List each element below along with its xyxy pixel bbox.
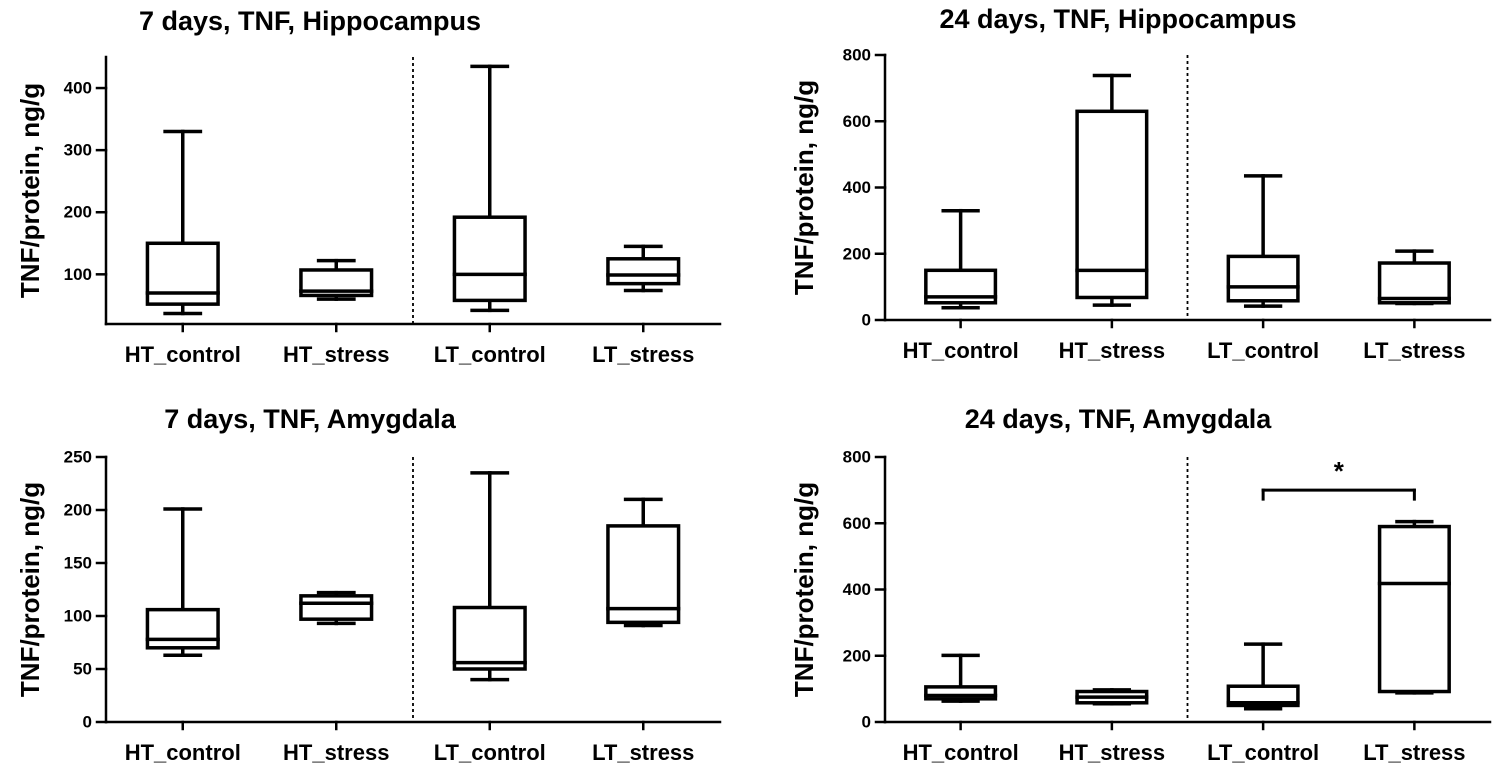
box-iqr <box>299 594 374 621</box>
chart-title: 24 days, TNF, Amygdala <box>965 404 1273 434</box>
y-axis-label: TNF/protein, ng/g <box>789 80 819 295</box>
box-LT_stress <box>606 497 681 628</box>
x-tick-label: LT_control <box>1207 740 1319 765</box>
x-tick-label: HT_stress <box>1059 338 1165 363</box>
box-iqr <box>1377 261 1451 305</box>
box-iqr <box>606 524 681 625</box>
y-tick-label: 300 <box>64 141 92 160</box>
chart-title: 24 days, TNF, Hippocampus <box>939 4 1296 34</box>
x-tick-label: LT_stress <box>592 740 694 765</box>
x-tick-label: HT_control <box>125 342 241 367</box>
box-HT_control <box>145 507 220 657</box>
chart-title: 7 days, TNF, Hippocampus <box>139 6 481 36</box>
y-tick-label: 400 <box>64 79 92 98</box>
y-tick-label: 200 <box>843 646 871 665</box>
box-LT_control <box>452 471 527 682</box>
box-iqr <box>924 685 998 701</box>
y-tick-label: 200 <box>843 244 871 263</box>
x-tick-label: LT_stress <box>1363 338 1465 363</box>
x-tick-label: HT_stress <box>1059 740 1165 765</box>
panel-24d-amygdala: 24 days, TNF, Amygdala TNF/protein, ng/g 0… <box>789 404 1492 765</box>
x-tick-label: HT_control <box>903 740 1019 765</box>
y-tick-label: 600 <box>843 112 871 131</box>
y-tick-label: 100 <box>64 607 92 626</box>
y-tick-label: 0 <box>862 311 871 330</box>
box-iqr <box>145 607 220 650</box>
y-tick-label: 250 <box>64 448 92 467</box>
x-tick-label: HT_control <box>125 740 241 765</box>
x-tick-label: LT_stress <box>592 342 694 367</box>
x-tick-label: LT_stress <box>1363 740 1465 765</box>
y-axis-label: TNF/protein, ng/g <box>15 482 45 697</box>
x-tick-label: HT_stress <box>283 740 389 765</box>
y-tick-label: 0 <box>83 713 92 732</box>
y-tick-label: 150 <box>64 554 92 573</box>
y-axis-label: TNF/protein, ng/g <box>789 482 819 697</box>
y-axis-label: TNF/protein, ng/g <box>15 83 45 298</box>
y-tick-label: 800 <box>843 46 871 65</box>
box-iqr <box>452 605 527 671</box>
y-tick-label: 800 <box>843 448 871 467</box>
significance-bracket: * <box>1261 456 1416 501</box>
panel-7d-hippocampus: 7 days, TNF, Hippocampus TNF/protein, ng/… <box>15 6 722 367</box>
box-HT_control <box>924 208 998 310</box>
y-tick-label: 0 <box>862 713 871 732</box>
x-tick-label: LT_control <box>434 740 546 765</box>
significance-label: * <box>1334 456 1345 486</box>
box-iqr <box>145 241 220 306</box>
box-HT_control <box>145 129 220 316</box>
panel-7d-amygdala: 7 days, TNF, Amygdala TNF/protein, ng/g 0 5… <box>15 404 722 765</box>
panel-24d-hippocampus: 24 days, TNF, Hippocampus TNF/protein, ng… <box>789 4 1492 363</box>
box-HT_stress <box>1075 73 1149 307</box>
y-tick-label: 400 <box>843 178 871 197</box>
box-LT_control <box>1226 642 1300 711</box>
x-tick-label: LT_control <box>434 342 546 367</box>
box-iqr <box>1075 109 1149 300</box>
y-tick-label: 200 <box>64 501 92 520</box>
box-LT_control <box>452 64 527 313</box>
box-iqr <box>1377 524 1451 694</box>
y-tick-label: 50 <box>73 660 92 679</box>
box-HT_control <box>924 653 998 703</box>
chart-title: 7 days, TNF, Amygdala <box>164 404 457 434</box>
x-tick-label: HT_control <box>903 338 1019 363</box>
box-HT_stress <box>1075 688 1149 706</box>
y-tick-label: 400 <box>843 580 871 599</box>
x-tick-label: HT_stress <box>283 342 389 367</box>
box-LT_stress <box>1377 249 1451 306</box>
y-tick-label: 200 <box>64 203 92 222</box>
box-LT_stress <box>1377 519 1451 695</box>
box-iqr <box>1226 684 1300 708</box>
box-HT_stress <box>299 258 374 301</box>
box-iqr <box>452 215 527 303</box>
box-iqr <box>1226 254 1300 303</box>
x-tick-label: LT_control <box>1207 338 1319 363</box>
y-tick-label: 600 <box>843 514 871 533</box>
box-LT_stress <box>606 244 681 293</box>
y-tick-label: 100 <box>64 265 92 284</box>
box-HT_stress <box>299 590 374 626</box>
box-LT_control <box>1226 174 1300 308</box>
box-iqr <box>606 257 681 286</box>
